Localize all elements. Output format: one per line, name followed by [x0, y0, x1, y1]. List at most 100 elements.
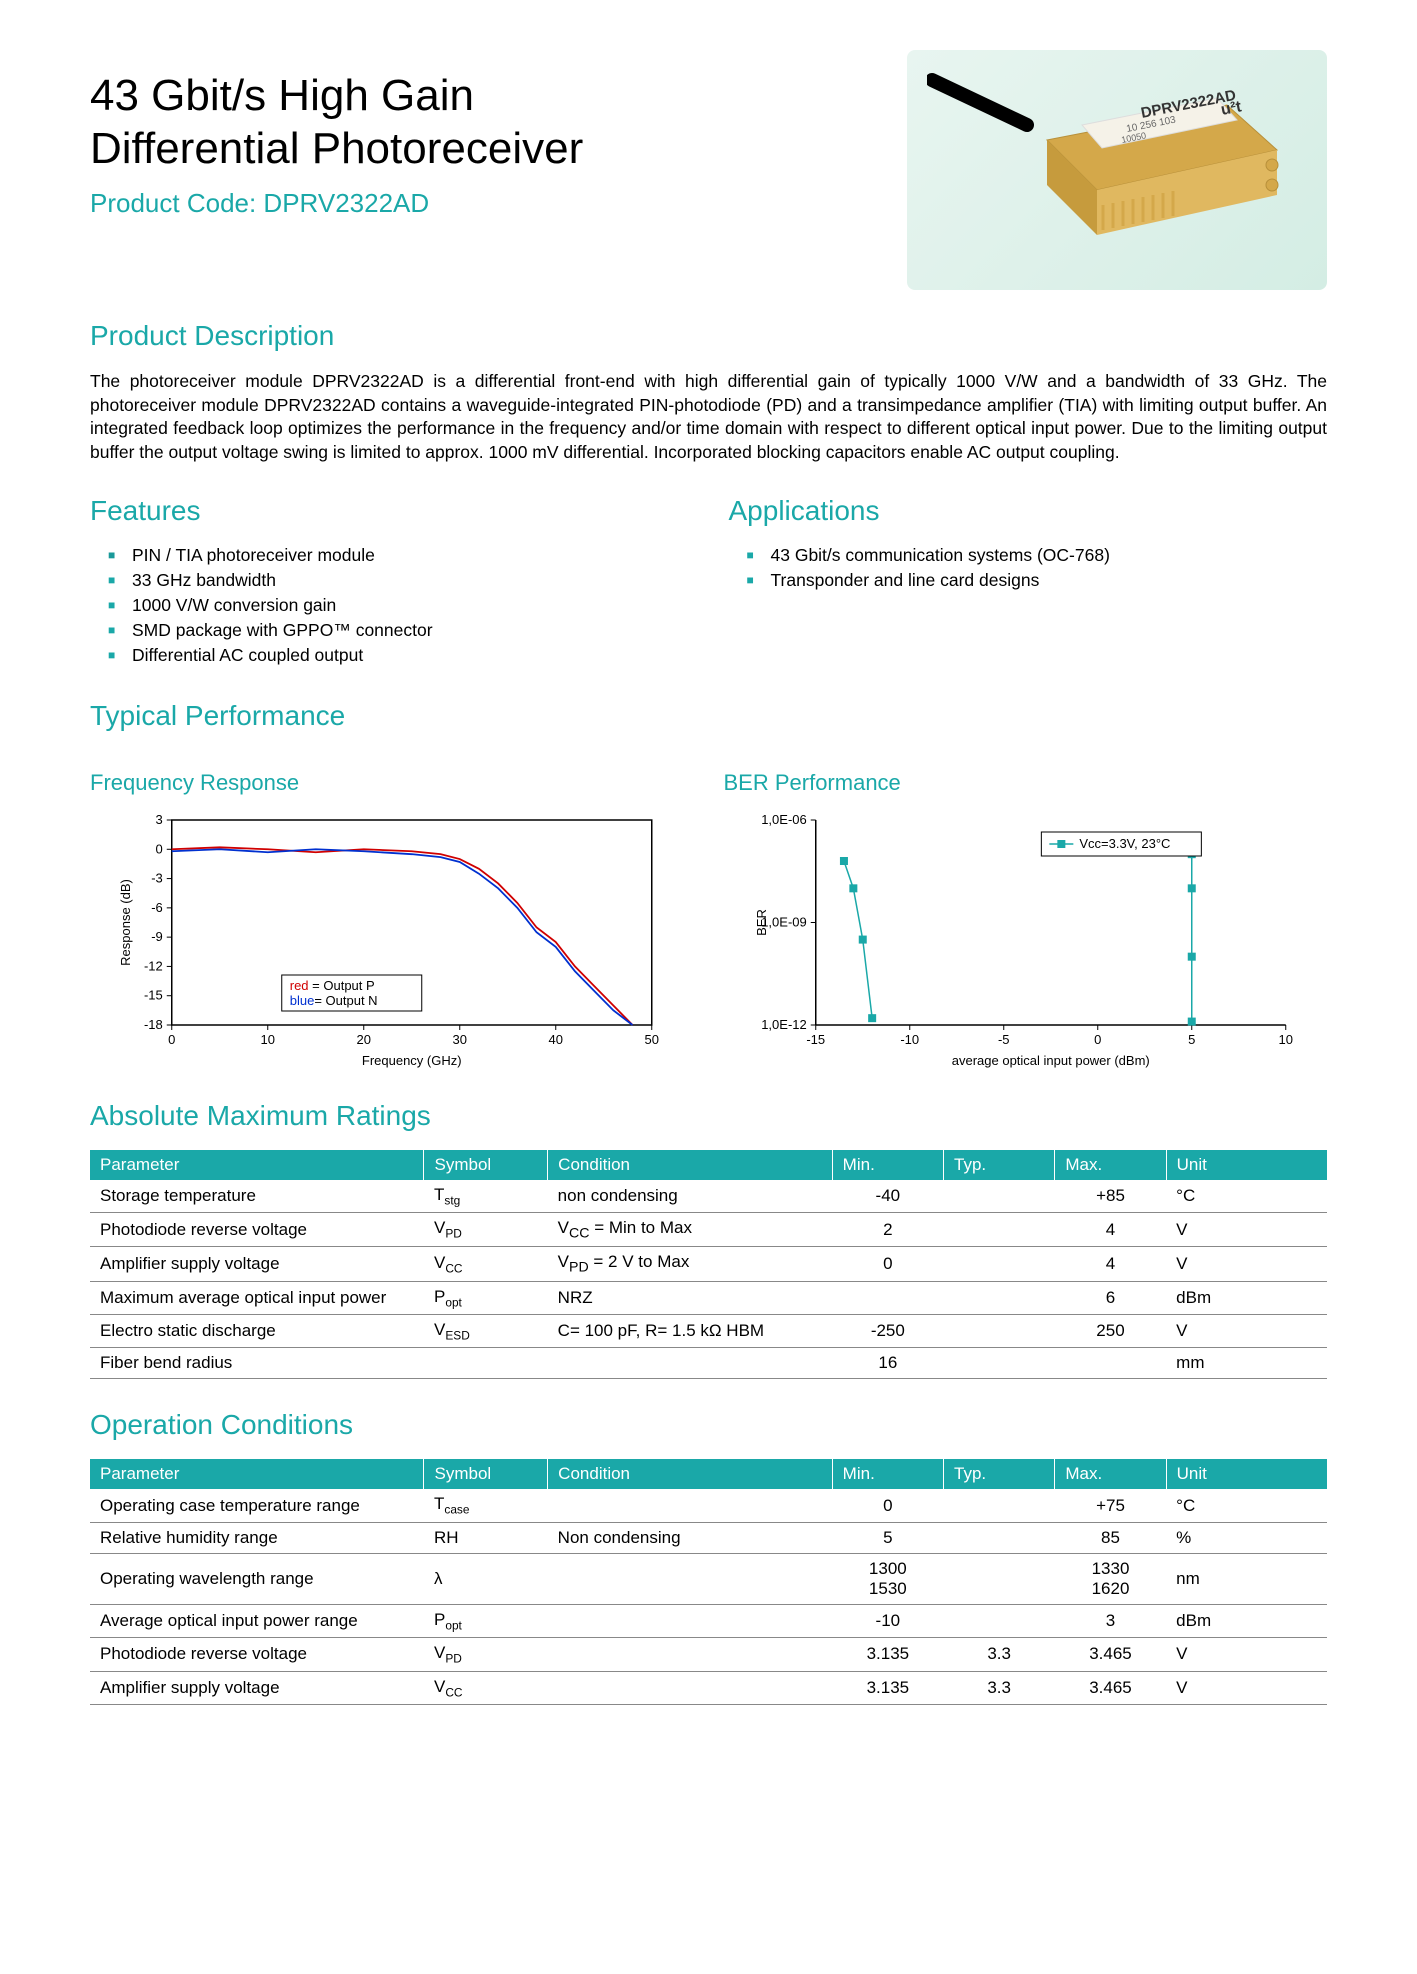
- cell-condition: [548, 1671, 833, 1704]
- cell-unit: °C: [1166, 1180, 1327, 1213]
- table-header: Symbol: [424, 1150, 548, 1180]
- cell-typ: [944, 1315, 1055, 1348]
- application-item: Transponder and line card designs: [747, 570, 1328, 591]
- cell-param: Amplifier supply voltage: [90, 1247, 424, 1281]
- cell-max: 250: [1055, 1315, 1166, 1348]
- cell-typ: [944, 1247, 1055, 1281]
- svg-text:20: 20: [357, 1032, 371, 1047]
- svg-text:BER: BER: [753, 909, 768, 936]
- cell-param: Fiber bend radius: [90, 1348, 424, 1379]
- table-header: Typ.: [944, 1150, 1055, 1180]
- cell-min: 5: [832, 1522, 943, 1553]
- cell-condition: [548, 1553, 833, 1604]
- feature-item: Differential AC coupled output: [108, 645, 689, 666]
- cell-param: Photodiode reverse voltage: [90, 1638, 424, 1671]
- cell-condition: VCC = Min to Max: [548, 1212, 833, 1246]
- table-header: Unit: [1166, 1459, 1327, 1489]
- cell-symbol: VPD: [424, 1212, 548, 1246]
- cell-min: 13001530: [832, 1553, 943, 1604]
- cell-min: -10: [832, 1604, 943, 1637]
- cell-param: Average optical input power range: [90, 1604, 424, 1637]
- cell-param: Operating case temperature range: [90, 1489, 424, 1522]
- cell-max: 6: [1055, 1281, 1166, 1314]
- svg-text:Frequency (GHz): Frequency (GHz): [362, 1053, 462, 1068]
- table-header: Unit: [1166, 1150, 1327, 1180]
- cell-max: 3.465: [1055, 1638, 1166, 1671]
- table-header: Min.: [832, 1150, 943, 1180]
- applications-list: 43 Gbit/s communication systems (OC-768)…: [729, 545, 1328, 591]
- cell-symbol: Popt: [424, 1604, 548, 1637]
- cell-param: Photodiode reverse voltage: [90, 1212, 424, 1246]
- cell-symbol: VCC: [424, 1247, 548, 1281]
- table-header: Parameter: [90, 1150, 424, 1180]
- cell-max: 3: [1055, 1604, 1166, 1637]
- svg-text:1,0E-12: 1,0E-12: [761, 1017, 807, 1032]
- cell-max: +85: [1055, 1180, 1166, 1213]
- table-header: Symbol: [424, 1459, 548, 1489]
- cell-condition: NRZ: [548, 1281, 833, 1314]
- product-code: Product Code: DPRV2322AD: [90, 188, 907, 219]
- typical-performance-heading: Typical Performance: [90, 700, 1327, 732]
- svg-text:10: 10: [1278, 1032, 1292, 1047]
- description-heading: Product Description: [90, 320, 1327, 352]
- freq-response-chart: 30-3-6-9-12-15-1801020304050Frequency (G…: [90, 810, 694, 1070]
- svg-text:0: 0: [168, 1032, 175, 1047]
- ber-heading: BER Performance: [724, 770, 1328, 796]
- table-header: Condition: [548, 1459, 833, 1489]
- feature-item: 33 GHz bandwidth: [108, 570, 689, 591]
- abs-max-table: ParameterSymbolConditionMin.Typ.Max.Unit…: [90, 1150, 1327, 1380]
- cell-symbol: VCC: [424, 1671, 548, 1704]
- cell-max: 4: [1055, 1247, 1166, 1281]
- cell-typ: [944, 1553, 1055, 1604]
- svg-text:blue= Output N: blue= Output N: [290, 993, 378, 1008]
- feature-item: 1000 V/W conversion gain: [108, 595, 689, 616]
- table-row: Amplifier supply voltageVCC3.1353.33.465…: [90, 1671, 1327, 1704]
- cell-unit: V: [1166, 1212, 1327, 1246]
- cell-param: Maximum average optical input power: [90, 1281, 424, 1314]
- svg-text:u²t: u²t: [1220, 98, 1244, 119]
- cell-symbol: VPD: [424, 1638, 548, 1671]
- ber-chart: 1,0E-061,0E-091,0E-12-15-10-50510average…: [724, 810, 1328, 1070]
- svg-text:-15: -15: [806, 1032, 825, 1047]
- cell-min: 16: [832, 1348, 943, 1379]
- cell-typ: 3.3: [944, 1638, 1055, 1671]
- svg-text:Response (dB): Response (dB): [118, 879, 133, 966]
- svg-text:red = Output P: red = Output P: [290, 978, 375, 993]
- table-row: Operating case temperature rangeTcase0+7…: [90, 1489, 1327, 1522]
- table-row: Photodiode reverse voltageVPDVCC = Min t…: [90, 1212, 1327, 1246]
- svg-text:0: 0: [156, 841, 163, 856]
- table-header: Typ.: [944, 1459, 1055, 1489]
- cell-symbol: VESD: [424, 1315, 548, 1348]
- cell-max: 85: [1055, 1522, 1166, 1553]
- op-cond-table: ParameterSymbolConditionMin.Typ.Max.Unit…: [90, 1459, 1327, 1705]
- cell-typ: [944, 1489, 1055, 1522]
- svg-text:0: 0: [1094, 1032, 1101, 1047]
- table-header: Min.: [832, 1459, 943, 1489]
- description-text: The photoreceiver module DPRV2322AD is a…: [90, 370, 1327, 465]
- svg-text:40: 40: [549, 1032, 563, 1047]
- cell-unit: nm: [1166, 1553, 1327, 1604]
- product-image: DPRV2322AD 10 256 103 10050 u²t: [907, 50, 1327, 290]
- cell-param: Amplifier supply voltage: [90, 1671, 424, 1704]
- cell-min: -250: [832, 1315, 943, 1348]
- cell-symbol: λ: [424, 1553, 548, 1604]
- cell-min: [832, 1281, 943, 1314]
- cell-unit: %: [1166, 1522, 1327, 1553]
- table-row: Relative humidity rangeRHNon condensing5…: [90, 1522, 1327, 1553]
- table-row: Photodiode reverse voltageVPD3.1353.33.4…: [90, 1638, 1327, 1671]
- cell-condition: [548, 1489, 833, 1522]
- cell-param: Storage temperature: [90, 1180, 424, 1213]
- cell-unit: mm: [1166, 1348, 1327, 1379]
- svg-text:-6: -6: [151, 899, 163, 914]
- table-row: Electro static dischargeVESDC= 100 pF, R…: [90, 1315, 1327, 1348]
- cell-param: Operating wavelength range: [90, 1553, 424, 1604]
- application-item: 43 Gbit/s communication systems (OC-768): [747, 545, 1328, 566]
- abs-max-heading: Absolute Maximum Ratings: [90, 1100, 1327, 1132]
- table-row: Fiber bend radius 16 mm: [90, 1348, 1327, 1379]
- svg-text:Vcc=3.3V, 23°C: Vcc=3.3V, 23°C: [1079, 836, 1170, 851]
- svg-text:-5: -5: [997, 1032, 1009, 1047]
- cell-symbol: Tcase: [424, 1489, 548, 1522]
- cell-max: 13301620: [1055, 1553, 1166, 1604]
- cell-unit: V: [1166, 1638, 1327, 1671]
- cell-typ: [944, 1180, 1055, 1213]
